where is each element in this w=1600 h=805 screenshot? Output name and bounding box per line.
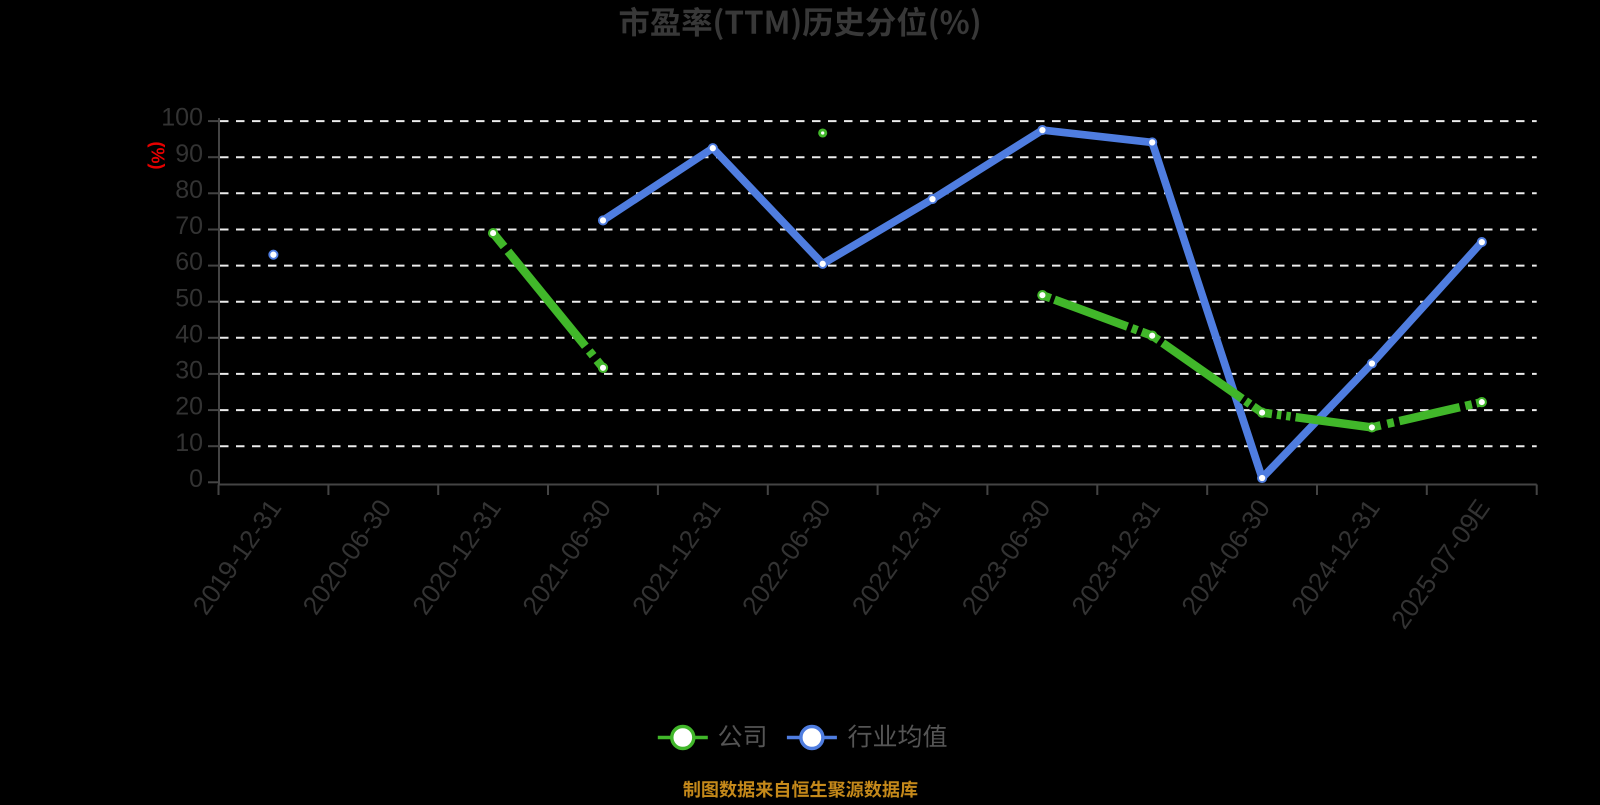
svg-text:60: 60 xyxy=(175,248,203,276)
svg-text:50: 50 xyxy=(175,284,203,312)
svg-text:100: 100 xyxy=(161,104,203,132)
svg-text:70: 70 xyxy=(175,212,203,240)
svg-text:40: 40 xyxy=(175,320,203,348)
svg-text:30: 30 xyxy=(175,357,203,385)
svg-text:(%): (%) xyxy=(148,142,168,170)
svg-text:90: 90 xyxy=(175,140,203,168)
svg-text:20: 20 xyxy=(175,393,203,421)
svg-text:80: 80 xyxy=(175,176,203,204)
svg-text:0: 0 xyxy=(189,465,203,493)
svg-text:10: 10 xyxy=(175,429,203,457)
